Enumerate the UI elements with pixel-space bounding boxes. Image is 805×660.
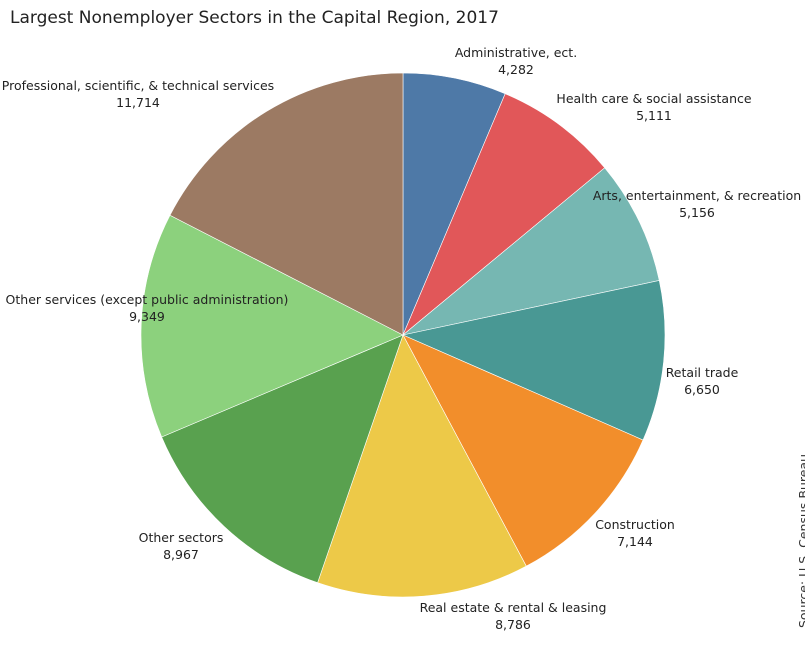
slice-label: Other services (except public administra… (6, 292, 289, 307)
slice-label: Other sectors (139, 530, 224, 545)
slice-value-label: 6,650 (684, 382, 720, 397)
pie-slice-construction (402, 334, 644, 567)
slice-labels: Administrative, ect. 4,282 Health care & s… (2, 45, 801, 632)
slice-value-label: 9,349 (129, 309, 165, 324)
slice-value-label: 5,156 (679, 205, 715, 220)
slice-value-label: 4,282 (498, 62, 534, 77)
pie-slice-health-care-social-assistance (402, 93, 606, 336)
pie-slices (140, 72, 666, 598)
slice-label: Administrative, ect. (455, 45, 577, 60)
slice-label: Retail trade (666, 365, 739, 380)
chart-title: Largest Nonemployer Sectors in the Capit… (10, 8, 499, 28)
slice-value-label: 5,111 (636, 108, 672, 123)
pie-slice-arts-entertainment-recreation (402, 167, 660, 336)
slice-label: Construction (595, 517, 675, 532)
pie-slice-other-sectors (161, 334, 404, 584)
slice-label: Health care & social assistance (556, 91, 751, 106)
pie-slice-professional-scientific-technical-services (169, 72, 404, 336)
source-note: Source: U.S. Census Bureau (796, 453, 805, 628)
pie-slice-real-estate-rental-leasing (317, 334, 527, 598)
slice-label: Professional, scientific, & technical se… (2, 78, 274, 93)
slice-value-label: 7,144 (617, 534, 653, 549)
slice-label: Arts, entertainment, & recreation (593, 188, 801, 203)
slice-value-label: 11,714 (116, 95, 160, 110)
pie-slice-other-services-except-public-administration (140, 214, 404, 438)
slice-label: Real estate & rental & leasing (420, 600, 607, 615)
slice-value-label: 8,786 (495, 617, 531, 632)
pie-slice-retail-trade (402, 280, 666, 441)
slice-value-label: 8,967 (163, 547, 199, 562)
